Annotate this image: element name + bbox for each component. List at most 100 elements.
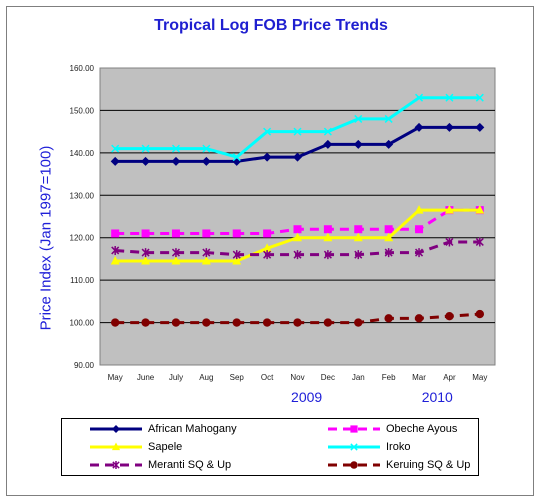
data-point bbox=[232, 318, 241, 327]
data-point bbox=[232, 229, 241, 238]
x-tick-label: May bbox=[108, 373, 123, 382]
data-point bbox=[350, 443, 358, 451]
data-point bbox=[171, 256, 181, 265]
x-tick-labels: May June July Aug Sep Oct Nov Dec Jan Feb Mar Apr Ma… bbox=[108, 373, 488, 382]
legend-label: Obeche Ayous bbox=[386, 423, 458, 435]
legend-item: Sapele bbox=[88, 438, 182, 456]
data-point bbox=[323, 127, 332, 136]
x-tick-label: Oct bbox=[261, 373, 274, 382]
y-tick-label: 100.00 bbox=[70, 319, 95, 328]
data-point bbox=[384, 225, 393, 234]
series-meranti-sq-up bbox=[111, 237, 484, 260]
data-point bbox=[171, 156, 181, 166]
series-african-mahogany bbox=[110, 122, 485, 166]
data-point bbox=[323, 225, 332, 234]
data-point bbox=[171, 248, 180, 258]
data-point bbox=[171, 318, 181, 327]
data-point bbox=[384, 314, 393, 323]
legend-swatch bbox=[90, 424, 142, 434]
data-point bbox=[293, 318, 302, 327]
data-point bbox=[384, 139, 394, 149]
x-tick-label: Sep bbox=[230, 373, 245, 382]
data-point bbox=[232, 256, 242, 265]
y-tick-label: 90.00 bbox=[74, 361, 95, 370]
data-point bbox=[323, 318, 333, 327]
data-point bbox=[293, 232, 302, 242]
data-point bbox=[354, 225, 363, 234]
y-tick-label: 140.00 bbox=[70, 149, 95, 158]
data-point bbox=[263, 127, 272, 136]
data-point bbox=[262, 318, 272, 327]
data-point bbox=[141, 256, 151, 265]
x-tick-label: Dec bbox=[321, 373, 335, 382]
legend-item: Obeche Ayous bbox=[326, 420, 457, 438]
data-point bbox=[350, 425, 358, 433]
y-tick-label: 110.00 bbox=[70, 276, 94, 285]
data-point bbox=[415, 225, 424, 234]
series-iroko bbox=[111, 93, 484, 162]
data-point bbox=[384, 232, 394, 242]
data-point bbox=[323, 139, 333, 149]
x-tick-label: Feb bbox=[382, 373, 396, 382]
data-point bbox=[414, 314, 424, 323]
data-point bbox=[232, 153, 241, 162]
data-point bbox=[353, 139, 363, 149]
y-tick-label: 130.00 bbox=[70, 191, 95, 200]
data-point bbox=[293, 127, 302, 136]
x-tick-label: June bbox=[137, 373, 155, 382]
legend: African Mahogany Obeche Ayous Sapele Iroko M… bbox=[61, 418, 479, 476]
data-point bbox=[201, 156, 211, 166]
y-tick-label: 150.00 bbox=[70, 106, 95, 115]
data-point bbox=[415, 93, 424, 102]
legend-swatch bbox=[90, 460, 142, 470]
data-point bbox=[475, 309, 485, 319]
data-point bbox=[141, 156, 151, 166]
legend-swatch bbox=[328, 425, 380, 433]
x-tick-label: Aug bbox=[199, 373, 213, 382]
legend-swatch bbox=[328, 443, 380, 451]
data-point bbox=[263, 250, 272, 260]
x-tick-label: Mar bbox=[412, 373, 426, 382]
data-point bbox=[111, 442, 121, 451]
data-point bbox=[414, 205, 424, 214]
data-point bbox=[293, 250, 302, 260]
data-point bbox=[353, 232, 363, 242]
data-point bbox=[171, 229, 180, 238]
data-point bbox=[414, 122, 424, 132]
year-labels: 2009 2010 bbox=[291, 389, 453, 405]
data-point bbox=[202, 318, 211, 327]
data-point bbox=[475, 93, 484, 102]
data-point bbox=[384, 248, 393, 258]
legend-label: Sapele bbox=[148, 441, 183, 453]
data-point bbox=[475, 205, 485, 214]
legend-label: Keruing SQ & Up bbox=[386, 459, 471, 471]
data-point bbox=[415, 248, 424, 258]
data-point bbox=[141, 248, 150, 258]
data-point bbox=[141, 229, 150, 238]
legend-item: Iroko bbox=[326, 438, 410, 456]
data-point bbox=[445, 93, 454, 102]
chart-title: Tropical Log FOB Price Trends bbox=[154, 17, 388, 34]
data-point bbox=[111, 424, 121, 434]
data-point bbox=[444, 205, 454, 214]
data-point bbox=[111, 144, 120, 153]
data-point bbox=[323, 250, 332, 260]
x-tick-label: May bbox=[472, 373, 487, 382]
legend-item: African Mahogany bbox=[88, 420, 237, 438]
legend-item: Keruing SQ & Up bbox=[326, 456, 470, 474]
data-point bbox=[202, 144, 211, 153]
y-tick-label: 120.00 bbox=[70, 234, 95, 243]
data-point bbox=[110, 256, 120, 265]
data-point bbox=[112, 460, 120, 470]
data-point bbox=[202, 248, 211, 258]
data-point bbox=[323, 232, 333, 242]
data-point bbox=[293, 225, 302, 234]
data-point bbox=[350, 461, 358, 469]
year-label: 2010 bbox=[422, 389, 453, 405]
data-point bbox=[141, 318, 150, 327]
data-point bbox=[141, 144, 150, 153]
legend-swatch bbox=[328, 461, 380, 469]
data-point bbox=[354, 250, 363, 260]
series-sapele bbox=[110, 205, 485, 265]
